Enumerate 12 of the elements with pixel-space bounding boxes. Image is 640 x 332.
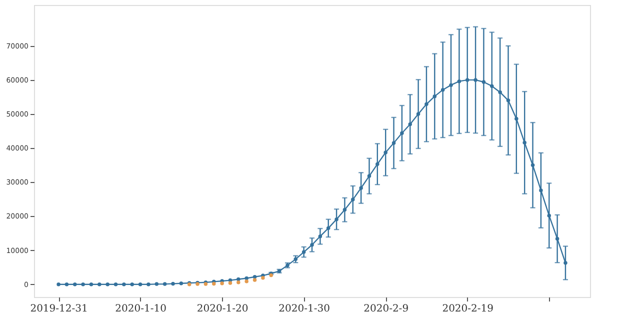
point bbox=[261, 276, 265, 280]
point bbox=[228, 281, 232, 285]
x-tick-label: 2020-2-9 bbox=[364, 304, 409, 314]
point bbox=[252, 278, 257, 282]
x-tick-label: 2020-1-20 bbox=[196, 304, 248, 314]
point bbox=[220, 282, 224, 286]
x-tick-label: 2019-12-31 bbox=[30, 304, 88, 314]
x-tick-label: 2020-1-30 bbox=[278, 304, 330, 314]
x-tick-label: 2020-2-19 bbox=[442, 304, 494, 314]
point bbox=[244, 279, 248, 284]
point bbox=[236, 280, 240, 284]
x-tick-label: 2020-1-10 bbox=[115, 304, 166, 314]
